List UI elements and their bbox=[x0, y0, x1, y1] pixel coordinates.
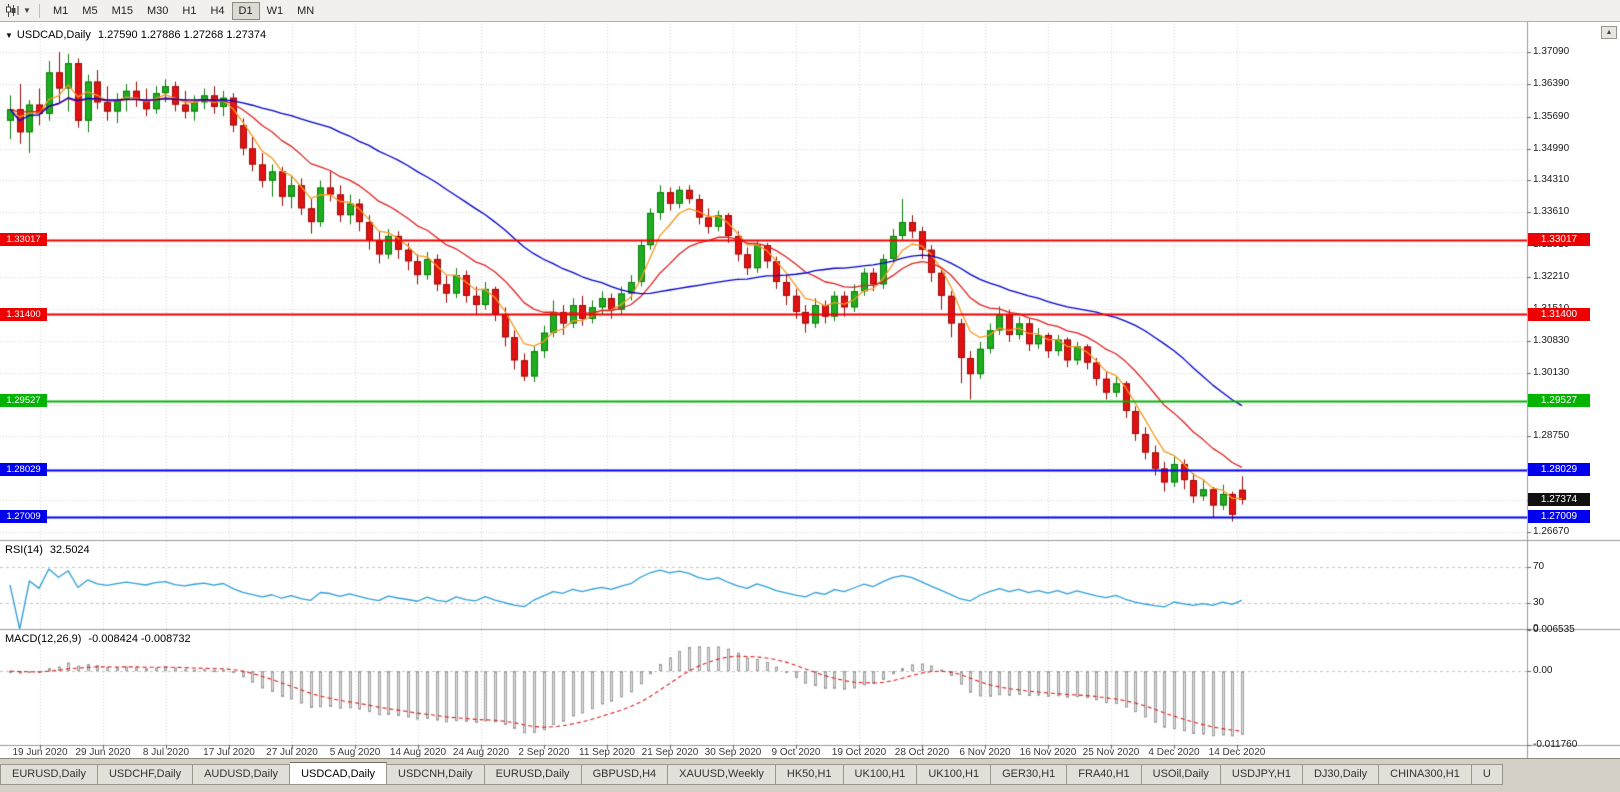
timeframe-button-m5[interactable]: M5 bbox=[82, 4, 98, 17]
timeframe-buttons-group: M1 M5 M15 M30 H1 H4 D1 W1 MN bbox=[46, 1, 321, 20]
scroll-up-button[interactable]: ▲ bbox=[1601, 26, 1617, 39]
price-tick-label: 1.34310 bbox=[1533, 174, 1570, 186]
chart-tab-uk100-h1[interactable]: UK100,H1 bbox=[917, 764, 992, 785]
chart-tab-dj30-daily[interactable]: DJ30,Daily bbox=[1302, 764, 1380, 785]
price-tick-label: 1.32210 bbox=[1533, 270, 1570, 282]
chart-tab-fra40-h1[interactable]: FRA40,H1 bbox=[1067, 764, 1142, 785]
price-tick-label: 1.37090 bbox=[1533, 46, 1570, 58]
chart-tab-usdcad-daily[interactable]: USDCAD,Daily bbox=[290, 762, 388, 785]
chart-tab-usoil-daily[interactable]: USOil,Daily bbox=[1141, 764, 1221, 785]
macd-tick-label: -0.011760 bbox=[1533, 739, 1578, 750]
date-tick-label: 16 Nov 2020 bbox=[1019, 747, 1077, 758]
date-tick-label: 2 Sep 2020 bbox=[518, 747, 570, 758]
symbol-period-label: USDCAD,Daily bbox=[16, 29, 91, 41]
current-price-badge: 1.27374 bbox=[1528, 493, 1590, 507]
price-tick-label: 1.35690 bbox=[1533, 110, 1570, 122]
price-line-badge: 1.33017 bbox=[1528, 233, 1590, 247]
price-line-left-badge: 1.31400 bbox=[0, 307, 47, 321]
date-tick-label: 27 Jul 2020 bbox=[266, 747, 318, 758]
chart-tab-gbpusd-h4[interactable]: GBPUSD,H4 bbox=[581, 764, 669, 785]
chart-tab-xauusd-weekly[interactable]: XAUUSD,Weekly bbox=[668, 764, 776, 785]
ohlc-values: 1.27590 1.27886 1.27268 1.27374 bbox=[97, 29, 267, 41]
rsi-value: 32.5024 bbox=[49, 544, 90, 556]
timeframe-button-m15[interactable]: M15 bbox=[111, 4, 133, 17]
main-pane-header: ▼ USDCAD,Daily 1.27590 1.27886 1.27268 1.2… bbox=[5, 29, 266, 41]
date-tick-label: 9 Oct 2020 bbox=[771, 747, 821, 758]
rsi-pane-header: RSI(14) 32.5024 bbox=[5, 544, 90, 556]
date-tick-label: 29 Jun 2020 bbox=[75, 747, 131, 758]
price-tick-label: 1.33610 bbox=[1533, 206, 1570, 218]
macd-indicator-label: MACD(12,26,9) bbox=[5, 633, 82, 645]
chart-window: ▼ USDCAD,Daily 1.27590 1.27886 1.27268 1.2… bbox=[0, 22, 1620, 758]
macd-pane-header: MACD(12,26,9) -0.008424 -0.008732 bbox=[5, 633, 191, 645]
chart-tab-overflow[interactable]: U bbox=[1471, 764, 1503, 785]
toolbar-separator bbox=[39, 3, 40, 18]
chart-tab-usdcnh-daily[interactable]: USDCNH,Daily bbox=[387, 764, 485, 785]
date-tick-label: 17 Jul 2020 bbox=[203, 747, 255, 758]
price-line-badge: 1.27009 bbox=[1528, 510, 1590, 524]
price-line-badge: 1.31400 bbox=[1528, 307, 1590, 321]
price-line-badge: 1.29527 bbox=[1528, 394, 1590, 408]
chart-tab-uk100-h1[interactable]: UK100,H1 bbox=[843, 764, 918, 785]
chart-canvas[interactable] bbox=[0, 22, 1620, 758]
date-tick-label: 25 Nov 2020 bbox=[1082, 747, 1140, 758]
timeframe-button-w1[interactable]: W1 bbox=[266, 4, 284, 17]
date-tick-label: 4 Dec 2020 bbox=[1148, 747, 1200, 758]
rsi-tick-label: 70 bbox=[1533, 561, 1545, 573]
price-line-left-badge: 1.28029 bbox=[0, 463, 47, 477]
date-tick-label: 14 Dec 2020 bbox=[1208, 747, 1266, 758]
date-tick-label: 21 Sep 2020 bbox=[641, 747, 699, 758]
timeframe-button-d1[interactable]: D1 bbox=[231, 1, 260, 20]
date-tick-label: 19 Jun 2020 bbox=[12, 747, 68, 758]
timeframe-toolbar: ▼ M1 M5 M15 M30 H1 H4 D1 W1 MN bbox=[0, 0, 1620, 22]
rsi-tick-label: 0 bbox=[1533, 623, 1539, 634]
rsi-indicator-label: RSI(14) bbox=[5, 544, 43, 556]
price-tick-label: 1.26670 bbox=[1533, 526, 1570, 538]
price-tick-label: 1.28750 bbox=[1533, 430, 1570, 442]
date-tick-label: 19 Oct 2020 bbox=[831, 747, 887, 758]
chart-tab-audusd-daily[interactable]: AUDUSD,Daily bbox=[193, 764, 291, 785]
timeframe-button-h4[interactable]: H4 bbox=[210, 4, 225, 17]
chart-tabs-bar: EURUSD,Daily USDCHF,Daily AUDUSD,Daily USDC… bbox=[0, 758, 1620, 792]
price-tick-label: 1.30130 bbox=[1533, 366, 1570, 378]
price-tick-label: 1.34990 bbox=[1533, 142, 1570, 154]
chart-type-candles-icon[interactable] bbox=[4, 3, 22, 19]
macd-tick-label: 0.00 bbox=[1533, 665, 1553, 677]
chart-tab-usdchf-daily[interactable]: USDCHF,Daily bbox=[97, 764, 194, 785]
date-tick-label: 24 Aug 2020 bbox=[452, 747, 510, 758]
price-line-left-badge: 1.27009 bbox=[0, 510, 47, 524]
timeframe-button-mn[interactable]: MN bbox=[297, 4, 315, 17]
macd-values: -0.008424 -0.008732 bbox=[88, 633, 191, 645]
chart-tab-china300-h1[interactable]: CHINA300,H1 bbox=[1379, 764, 1472, 785]
chart-type-dropdown-caret-icon[interactable]: ▼ bbox=[23, 6, 31, 15]
chart-tab-hk50-h1[interactable]: HK50,H1 bbox=[775, 764, 844, 785]
date-tick-label: 11 Sep 2020 bbox=[579, 747, 635, 758]
date-tick-label: 8 Jul 2020 bbox=[142, 747, 190, 758]
date-tick-label: 5 Aug 2020 bbox=[329, 747, 381, 758]
price-tick-label: 1.30830 bbox=[1533, 334, 1570, 346]
price-line-left-badge: 1.29527 bbox=[0, 394, 47, 408]
chart-tab-eurusd-daily[interactable]: EURUSD,Daily bbox=[484, 764, 582, 785]
chart-tab-usdjpy-h1[interactable]: USDJPY,H1 bbox=[1220, 764, 1303, 785]
timeframe-button-h1[interactable]: H1 bbox=[182, 4, 197, 17]
rsi-tick-label: 30 bbox=[1533, 596, 1545, 608]
timeframe-button-m30[interactable]: M30 bbox=[146, 4, 169, 17]
price-line-left-badge: 1.33017 bbox=[0, 233, 47, 247]
chart-tab-ger30-h1[interactable]: GER30,H1 bbox=[991, 764, 1068, 785]
price-line-badge: 1.28029 bbox=[1528, 463, 1590, 477]
price-tick-label: 1.36390 bbox=[1533, 78, 1570, 90]
timeframe-button-m1[interactable]: M1 bbox=[53, 4, 69, 17]
chart-overlay: ▼ USDCAD,Daily 1.27590 1.27886 1.27268 1.2… bbox=[0, 22, 1620, 758]
chart-menu-icon[interactable]: ▼ bbox=[5, 31, 13, 40]
date-tick-label: 6 Nov 2020 bbox=[959, 747, 1011, 758]
date-tick-label: 28 Oct 2020 bbox=[894, 747, 950, 758]
chart-tab-eurusd-daily[interactable]: EURUSD,Daily bbox=[0, 764, 98, 785]
date-tick-label: 30 Sep 2020 bbox=[704, 747, 762, 758]
date-tick-label: 14 Aug 2020 bbox=[389, 747, 447, 758]
macd-tick-label: 0.006535 bbox=[1533, 624, 1575, 635]
